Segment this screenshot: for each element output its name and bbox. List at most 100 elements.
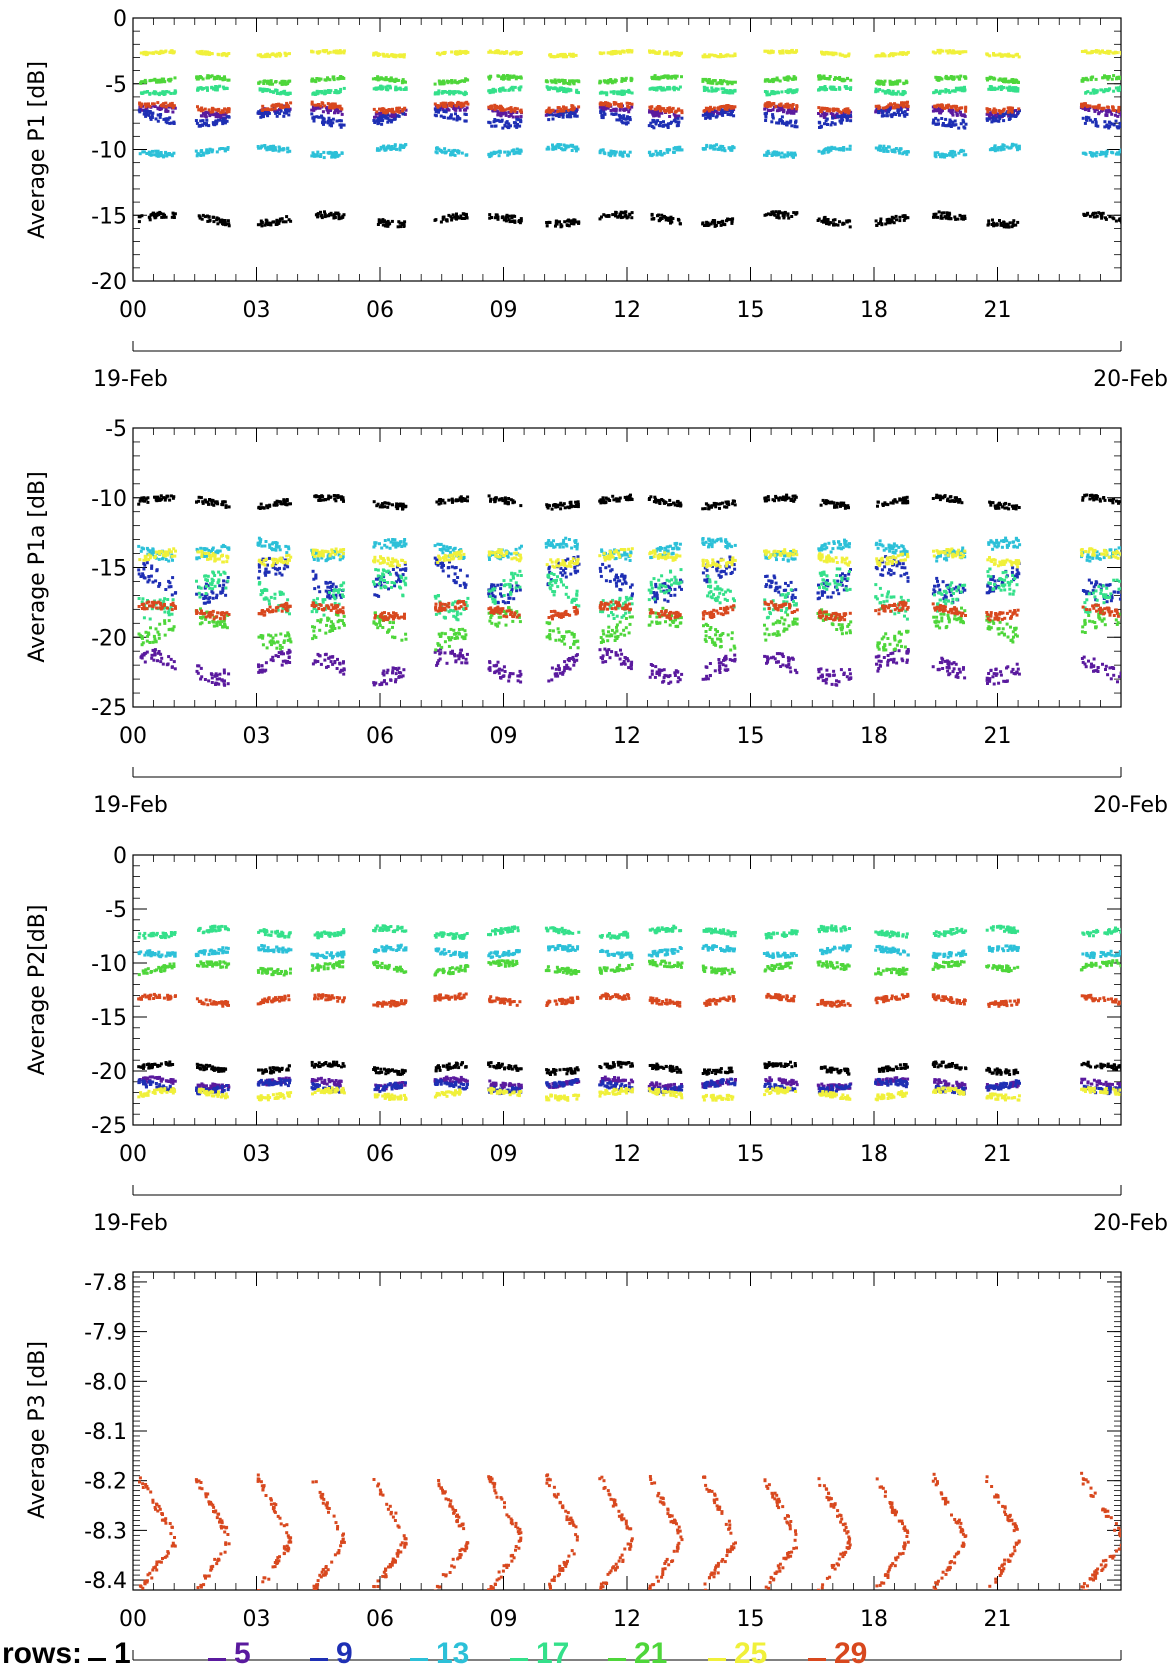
data-point [987, 87, 991, 91]
data-point [1003, 222, 1007, 226]
data-point [1119, 112, 1121, 116]
data-point [668, 216, 672, 220]
data-point [1092, 211, 1095, 215]
data-point [786, 78, 790, 82]
data-point [834, 88, 838, 91]
data-point [383, 54, 387, 58]
data-point [326, 109, 330, 113]
data-point [777, 151, 781, 155]
data-point [775, 121, 779, 125]
data-point [963, 217, 967, 220]
data-point [879, 80, 883, 84]
series-9 [137, 106, 1121, 130]
data-point [1085, 118, 1089, 122]
data-point [716, 106, 720, 110]
data-point [224, 86, 228, 90]
data-point [658, 50, 662, 54]
data-point [730, 148, 734, 152]
data-point [502, 218, 506, 222]
data-point [649, 110, 653, 114]
data-point [731, 80, 735, 84]
data-point [500, 50, 504, 54]
data-point [276, 221, 280, 225]
data-point [144, 114, 148, 118]
data-point [382, 144, 386, 148]
data-point [888, 79, 892, 83]
x-tick-label: 21 [984, 724, 1012, 749]
data-point [1097, 106, 1101, 110]
data-point [652, 217, 656, 220]
data-point [567, 144, 571, 148]
data-point [936, 48, 940, 52]
data-point [210, 86, 214, 90]
data-point [315, 77, 319, 80]
data-point [223, 121, 227, 125]
data-point [329, 119, 333, 122]
data-point [392, 117, 396, 121]
data-point [782, 104, 786, 108]
data-point [949, 75, 953, 78]
data-point [320, 216, 324, 220]
data-point [933, 107, 937, 111]
data-point [964, 122, 968, 126]
data-point [378, 107, 381, 111]
data-point [874, 54, 878, 58]
data-point [338, 90, 342, 94]
data-point [382, 147, 386, 151]
data-point [170, 101, 174, 105]
data-point [784, 90, 788, 93]
data-point [882, 144, 886, 148]
data-point [226, 147, 230, 151]
data-point [950, 51, 954, 55]
data-point [959, 122, 963, 126]
data-point [712, 106, 716, 110]
data-point [619, 216, 623, 220]
data-point [333, 91, 337, 94]
data-point [462, 212, 466, 216]
data-point [162, 155, 165, 159]
data-point [1010, 225, 1014, 229]
data-point [654, 122, 658, 126]
data-point [617, 103, 620, 107]
data-point [213, 75, 217, 79]
data-point [888, 221, 892, 225]
data-point [1104, 154, 1108, 158]
data-point [601, 148, 605, 152]
data-point [141, 91, 145, 95]
y-tick-label: -10 [91, 487, 127, 512]
data-point [825, 107, 829, 110]
data-point [894, 52, 898, 56]
data-point [328, 103, 332, 107]
data-point [1005, 54, 1009, 58]
data-point [712, 111, 715, 115]
data-point [505, 214, 509, 218]
data-point [772, 152, 776, 156]
data-point [941, 122, 945, 125]
data-point [514, 121, 518, 125]
data-point [488, 77, 492, 81]
data-point [827, 107, 831, 111]
data-point [496, 118, 500, 122]
data-point [488, 49, 492, 53]
data-point [630, 216, 634, 220]
data-point [605, 101, 609, 105]
data-point [725, 89, 729, 93]
data-point [278, 92, 282, 96]
data-point [1117, 89, 1121, 93]
data-point [767, 79, 771, 83]
data-point [1015, 145, 1019, 149]
data-point [206, 74, 210, 78]
data-point [547, 108, 551, 112]
data-point [517, 148, 521, 152]
data-point [955, 108, 959, 112]
data-point [770, 120, 774, 124]
data-point [562, 105, 565, 109]
data-point [771, 80, 775, 84]
data-point [999, 221, 1003, 225]
data-point [264, 111, 268, 115]
data-point [654, 120, 658, 124]
data-point [614, 210, 618, 214]
data-point [612, 150, 616, 153]
data-point [1106, 105, 1110, 109]
data-point [1007, 54, 1011, 58]
